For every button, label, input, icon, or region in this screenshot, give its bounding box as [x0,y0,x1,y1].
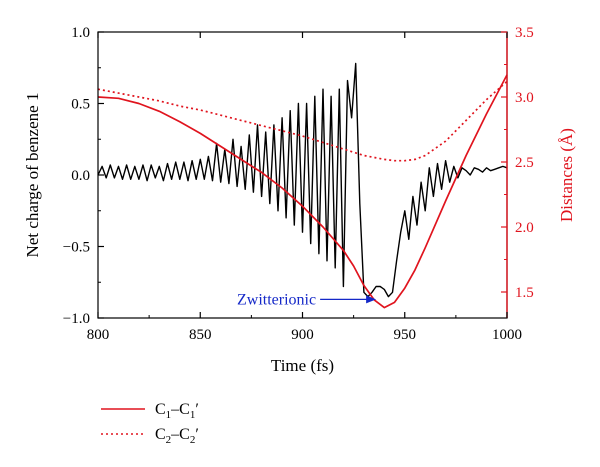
x-tick-label: 1000 [492,327,522,343]
x-tick-label: 800 [87,327,110,343]
series-c1-c1 [97,74,508,309]
zwitterionic-annotation: Zwitterionic [237,291,377,308]
y-left-tick-label: 0.0 [71,168,90,184]
y-left-tick-label: −0.5 [63,240,90,256]
series-net-charge [97,62,508,298]
x-tick-label: 850 [189,327,212,343]
series-c2-c2 [97,80,508,162]
y-left-axis-title: Net charge of benzene 1 [23,93,42,258]
y-left-axis-ticks: −1.0 −0.5 0.0 0.5 1.0 [63,25,104,327]
legend-label-c1: C1–C1′ [155,401,199,421]
y-left-tick-label: −1.0 [63,311,90,327]
series-layer [97,62,508,309]
y-right-tick-label: 3.0 [515,90,534,106]
y-left-tick-label: 1.0 [71,25,90,41]
legend-label-c2: C2–C2′ [155,426,199,446]
plot-frame [97,31,508,319]
x-tick-label: 950 [394,327,417,343]
legend: C1–C1′ C2–C2′ [101,401,199,446]
y-right-tick-label: 2.0 [515,220,534,236]
y-right-tick-label: 1.5 [515,285,534,301]
x-axis-ticks: 800 850 900 950 1000 [87,32,522,343]
y-right-axis-title: Distances (Å) [557,128,576,222]
annotation-arrow-head [366,295,377,304]
y-right-tick-label: 3.5 [515,25,534,41]
y-right-tick-label: 2.5 [515,155,534,171]
y-left-tick-label: 0.5 [71,97,90,113]
x-axis-title: Time (fs) [271,356,334,375]
y-right-axis-ticks: 1.5 2.0 2.5 3.0 3.5 [501,25,534,301]
annotation-label: Zwitterionic [237,291,316,308]
x-tick-label: 900 [291,327,314,343]
